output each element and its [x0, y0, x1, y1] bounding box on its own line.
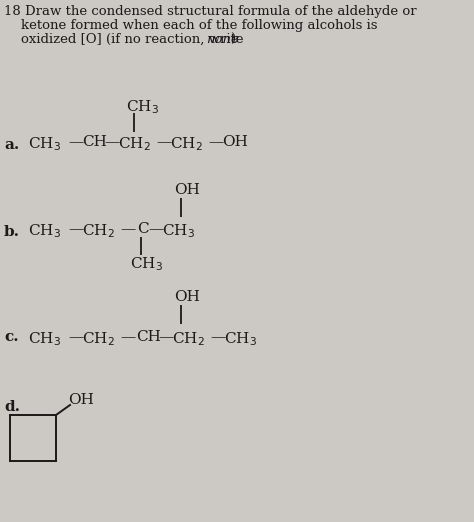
Text: —: — [120, 222, 135, 236]
Text: —: — [158, 330, 173, 344]
Text: C: C [137, 222, 149, 236]
Text: —: — [104, 135, 119, 149]
Text: —: — [210, 330, 225, 344]
Text: CH$_3$: CH$_3$ [28, 222, 61, 240]
Text: CH$_3$: CH$_3$ [162, 222, 195, 240]
Text: —: — [68, 135, 83, 149]
Text: CH$_3$: CH$_3$ [28, 330, 61, 348]
Text: OH: OH [174, 183, 200, 197]
Text: —: — [68, 330, 83, 344]
Text: ketone formed when each of the following alcohols is: ketone formed when each of the following… [4, 19, 377, 32]
Text: CH: CH [82, 135, 107, 149]
Text: —: — [68, 222, 83, 236]
Text: CH$_2$: CH$_2$ [172, 330, 205, 348]
Text: 18 Draw the condensed structural formula of the aldehyde or: 18 Draw the condensed structural formula… [4, 5, 417, 18]
Text: CH$_2$: CH$_2$ [82, 222, 115, 240]
Text: OH: OH [222, 135, 248, 149]
Text: c.: c. [4, 330, 18, 344]
Text: CH$_2$: CH$_2$ [82, 330, 115, 348]
Text: CH$_3$: CH$_3$ [130, 255, 163, 272]
Text: CH: CH [136, 330, 161, 344]
Text: —: — [208, 135, 223, 149]
Text: OH: OH [68, 393, 94, 407]
Text: CH$_3$: CH$_3$ [224, 330, 257, 348]
Text: —: — [156, 135, 171, 149]
Text: b.: b. [4, 225, 20, 239]
Text: CH$_3$: CH$_3$ [126, 98, 159, 116]
Text: ):: ): [230, 33, 240, 46]
Text: OH: OH [174, 290, 200, 304]
Text: CH$_2$: CH$_2$ [118, 135, 151, 153]
Text: d.: d. [4, 400, 20, 414]
Text: CH$_3$: CH$_3$ [28, 135, 61, 153]
Text: a.: a. [4, 138, 19, 152]
Text: oxidized [O] (if no reaction, write: oxidized [O] (if no reaction, write [4, 33, 248, 46]
Text: —: — [148, 222, 163, 236]
Text: none: none [206, 33, 239, 46]
Text: —: — [120, 330, 135, 344]
Text: CH$_2$: CH$_2$ [170, 135, 203, 153]
